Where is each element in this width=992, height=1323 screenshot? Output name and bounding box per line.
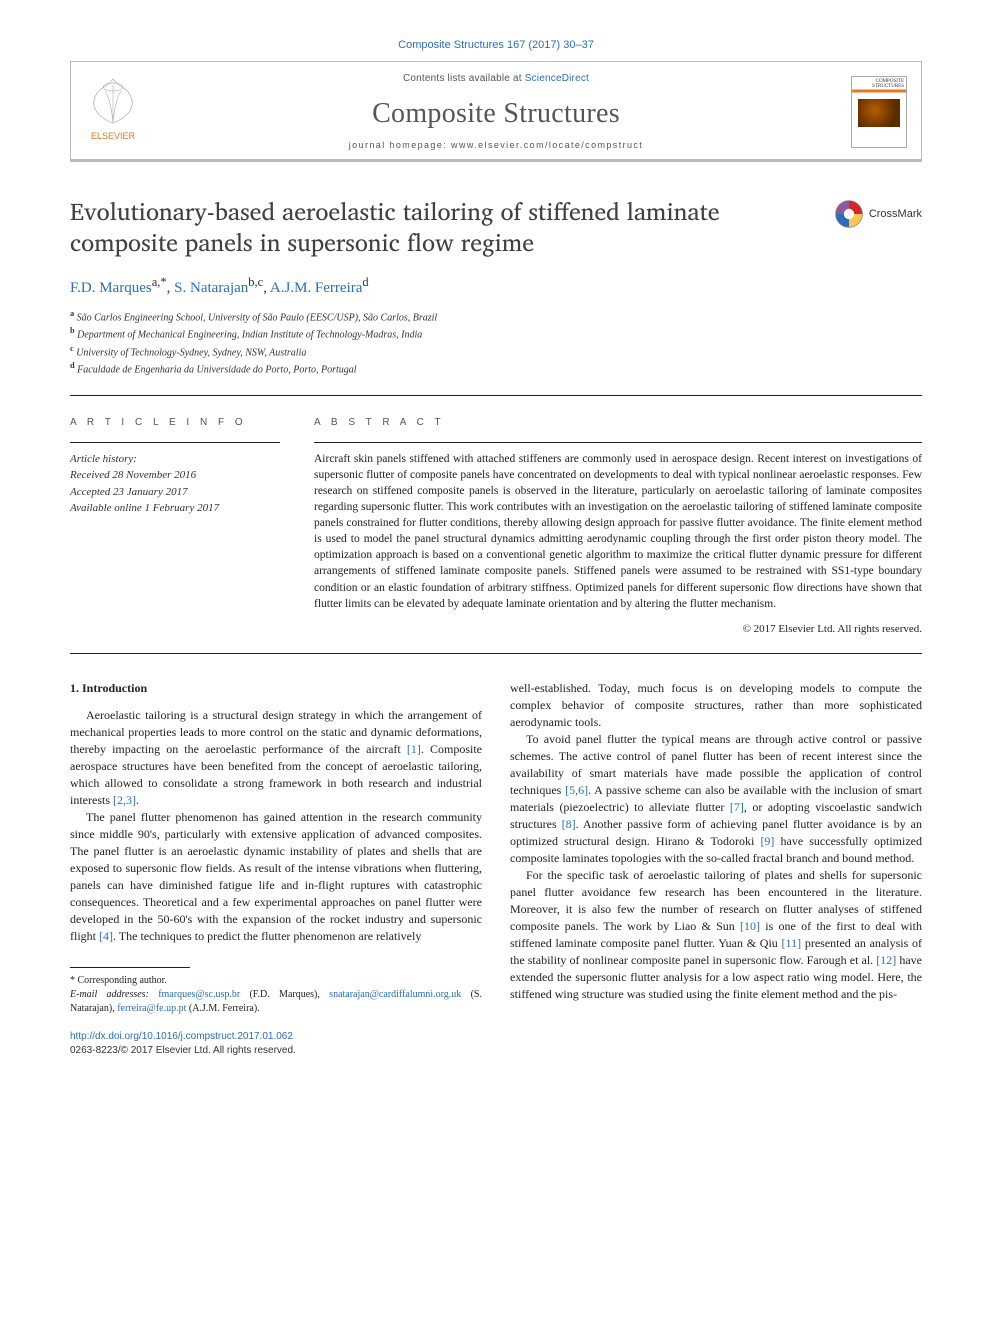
para-3: well-established. Today, much focus is o… <box>510 680 922 731</box>
info-abstract-row: A R T I C L E I N F O Article history: R… <box>70 416 922 636</box>
ref-12[interactable]: [12] <box>876 953 896 967</box>
doi-link[interactable]: http://dx.doi.org/10.1016/j.compstruct.2… <box>70 1031 293 1042</box>
affiliation-d: d Faculdade de Engenharia da Universidad… <box>70 360 922 377</box>
journal-reference: Composite Structures 167 (2017) 30–37 <box>70 38 922 53</box>
author-sup-2: b,c <box>248 275 263 289</box>
article-info-head: A R T I C L E I N F O <box>70 416 280 430</box>
header-center: Contents lists available at ScienceDirec… <box>141 72 851 151</box>
author-link-1[interactable]: F.D. Marques <box>70 280 152 296</box>
aff-sup-b: b <box>70 326 75 335</box>
ref-2-3[interactable]: [2,3] <box>113 793 136 807</box>
footnote-rule <box>70 967 190 968</box>
history-online: Available online 1 February 2017 <box>70 500 280 517</box>
aff-text-d: Faculdade de Engenharia da Universidade … <box>77 364 356 375</box>
para-5: For the specific task of aeroelastic tai… <box>510 867 922 1003</box>
doi-block: http://dx.doi.org/10.1016/j.compstruct.2… <box>70 1030 482 1058</box>
footnotes: * Corresponding author. E-mail addresses… <box>70 974 482 1016</box>
column-right: well-established. Today, much focus is o… <box>510 680 922 1058</box>
journal-homepage-line: journal homepage: www.elsevier.com/locat… <box>141 139 851 151</box>
history-received: Received 28 November 2016 <box>70 467 280 484</box>
email-2[interactable]: snatarajan@cardiffalumni.org.uk <box>329 989 461 1000</box>
section-1-head: 1. Introduction <box>70 680 482 697</box>
body-columns: 1. Introduction Aeroelastic tailoring is… <box>70 680 922 1058</box>
author-link-3[interactable]: A.J.M. Ferreira <box>270 280 362 296</box>
info-rule <box>70 442 280 443</box>
abstract-copyright: © 2017 Elsevier Ltd. All rights reserved… <box>314 622 922 637</box>
journal-ref-link[interactable]: Composite Structures 167 (2017) 30–37 <box>398 39 594 51</box>
author-sup-3: d <box>362 275 368 289</box>
abs-rule <box>314 442 922 443</box>
corresponding-author-note: * Corresponding author. <box>70 974 482 988</box>
crossmark-icon <box>835 200 863 228</box>
article-history: Article history: Received 28 November 20… <box>70 451 280 517</box>
author-link-2[interactable]: S. Natarajan <box>174 280 248 296</box>
para-1: Aeroelastic tailoring is a structural de… <box>70 707 482 809</box>
homepage-url[interactable]: www.elsevier.com/locate/compstruct <box>451 140 643 150</box>
emails-label: E-mail addresses: <box>70 989 158 1000</box>
contents-prefix: Contents lists available at <box>403 73 525 84</box>
crossmark-label: CrossMark <box>869 207 922 222</box>
affiliation-a: a São Carlos Engineering School, Univers… <box>70 308 922 325</box>
ref-4[interactable]: [4] <box>99 929 113 943</box>
para-2: The panel flutter phenomenon has gained … <box>70 809 482 945</box>
divider-top <box>70 395 922 396</box>
article-info: A R T I C L E I N F O Article history: R… <box>70 416 280 636</box>
cover-label: COMPOSITE STRUCTURES <box>852 79 904 89</box>
sciencedirect-link[interactable]: ScienceDirect <box>525 73 589 84</box>
homepage-prefix: journal homepage: <box>349 140 451 150</box>
aff-text-a: São Carlos Engineering School, Universit… <box>77 312 438 323</box>
history-accepted: Accepted 23 January 2017 <box>70 484 280 501</box>
ref-5-6[interactable]: [5,6] <box>565 783 588 797</box>
page-container: Composite Structures 167 (2017) 30–37 EL… <box>0 0 992 1088</box>
email-1[interactable]: fmarques@sc.usp.br <box>158 989 240 1000</box>
aff-text-c: University of Technology-Sydney, Sydney,… <box>76 347 306 358</box>
ref-7[interactable]: [7] <box>730 800 744 814</box>
ref-8[interactable]: [8] <box>562 817 576 831</box>
journal-name: Composite Structures <box>141 95 851 133</box>
authors-line: F.D. Marquesa,*, S. Natarajanb,c, A.J.M.… <box>70 274 922 298</box>
ref-9[interactable]: [9] <box>760 834 774 848</box>
ref-1[interactable]: [1] <box>407 742 421 756</box>
journal-cover-thumbnail[interactable]: COMPOSITE STRUCTURES <box>851 76 907 148</box>
ref-11[interactable]: [11] <box>782 936 802 950</box>
email-1-who: (F.D. Marques), <box>240 989 329 1000</box>
ref-10[interactable]: [10] <box>740 919 760 933</box>
aff-sup-d: d <box>70 361 75 370</box>
crossmark-badge[interactable]: CrossMark <box>835 200 922 228</box>
abstract-head: A B S T R A C T <box>314 416 922 430</box>
aff-sup-a: a <box>70 309 74 318</box>
affiliation-b: b Department of Mechanical Engineering, … <box>70 325 922 342</box>
journal-header-box: ELSEVIER Contents lists available at Sci… <box>70 61 922 162</box>
publisher-logo[interactable]: ELSEVIER <box>85 77 141 146</box>
para-4: To avoid panel flutter the typical means… <box>510 731 922 867</box>
email-3[interactable]: ferreira@fe.up.pt <box>117 1003 186 1014</box>
elsevier-wordmark: ELSEVIER <box>91 131 136 141</box>
affiliations: a São Carlos Engineering School, Univers… <box>70 308 922 377</box>
aff-text-b: Department of Mechanical Engineering, In… <box>77 330 422 341</box>
author-sup-1: a,* <box>152 275 167 289</box>
history-label: Article history: <box>70 451 280 468</box>
affiliation-c: c University of Technology-Sydney, Sydne… <box>70 343 922 360</box>
abstract-text: Aircraft skin panels stiffened with atta… <box>314 451 922 612</box>
aff-sup-c: c <box>70 344 74 353</box>
divider-bottom <box>70 653 922 654</box>
email-3-who: (A.J.M. Ferreira). <box>186 1003 259 1014</box>
column-left: 1. Introduction Aeroelastic tailoring is… <box>70 680 482 1058</box>
abstract-block: A B S T R A C T Aircraft skin panels sti… <box>314 416 922 636</box>
article-title: Evolutionary-based aeroelastic tailoring… <box>70 196 790 257</box>
issn-line: 0263-8223/© 2017 Elsevier Ltd. All right… <box>70 1045 296 1056</box>
title-block: Evolutionary-based aeroelastic tailoring… <box>70 196 922 257</box>
contents-list-line: Contents lists available at ScienceDirec… <box>141 72 851 86</box>
email-line: E-mail addresses: fmarques@sc.usp.br (F.… <box>70 988 482 1016</box>
